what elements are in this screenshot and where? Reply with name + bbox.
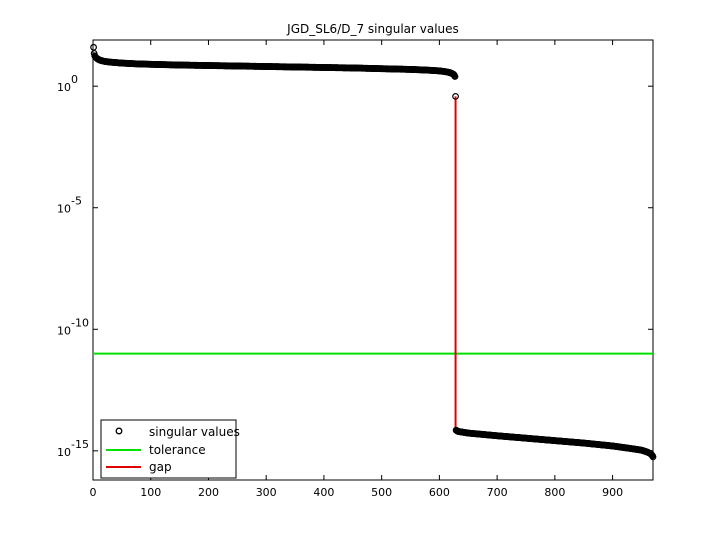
y-tick-label: 10 <box>57 446 71 459</box>
singular-value-point <box>649 453 657 461</box>
x-tick-label: 600 <box>429 486 450 499</box>
x-tick-label: 0 <box>90 486 97 499</box>
series-layer <box>90 43 657 461</box>
singular-value-point <box>451 73 459 80</box>
x-tick-label: 300 <box>256 486 277 499</box>
legend-label-gap: gap <box>149 460 172 474</box>
chart-title: JGD_SL6/D_7 singular values <box>286 22 459 36</box>
y-tick-label: 10 <box>57 203 71 216</box>
legend: singular values tolerance gap <box>100 419 240 479</box>
legend-marker-singular-values <box>115 427 123 435</box>
plot-area <box>92 39 654 481</box>
x-tick-label: 400 <box>313 486 334 499</box>
x-tick-label: 900 <box>602 486 623 499</box>
y-tick-exponent: -10 <box>71 316 89 329</box>
x-tick-label: 100 <box>140 486 161 499</box>
y-tick-label: 10 <box>57 324 71 337</box>
x-tick-label: 200 <box>198 486 219 499</box>
y-tick-exponent: -5 <box>71 195 82 208</box>
legend-label-singular-values: singular values <box>149 425 240 439</box>
x-tick-label: 500 <box>371 486 392 499</box>
y-tick-exponent: 0 <box>71 73 78 86</box>
y-tick-exponent: -15 <box>71 438 89 451</box>
x-tick-label: 700 <box>487 486 508 499</box>
x-tick-label: 800 <box>544 486 565 499</box>
x-axis-ticks: 0 100 200 300 400 500 600 700 800 900 <box>90 40 623 499</box>
legend-label-tolerance: tolerance <box>149 443 206 457</box>
singular-value-point <box>452 92 459 100</box>
y-tick-label: 10 <box>57 81 71 94</box>
